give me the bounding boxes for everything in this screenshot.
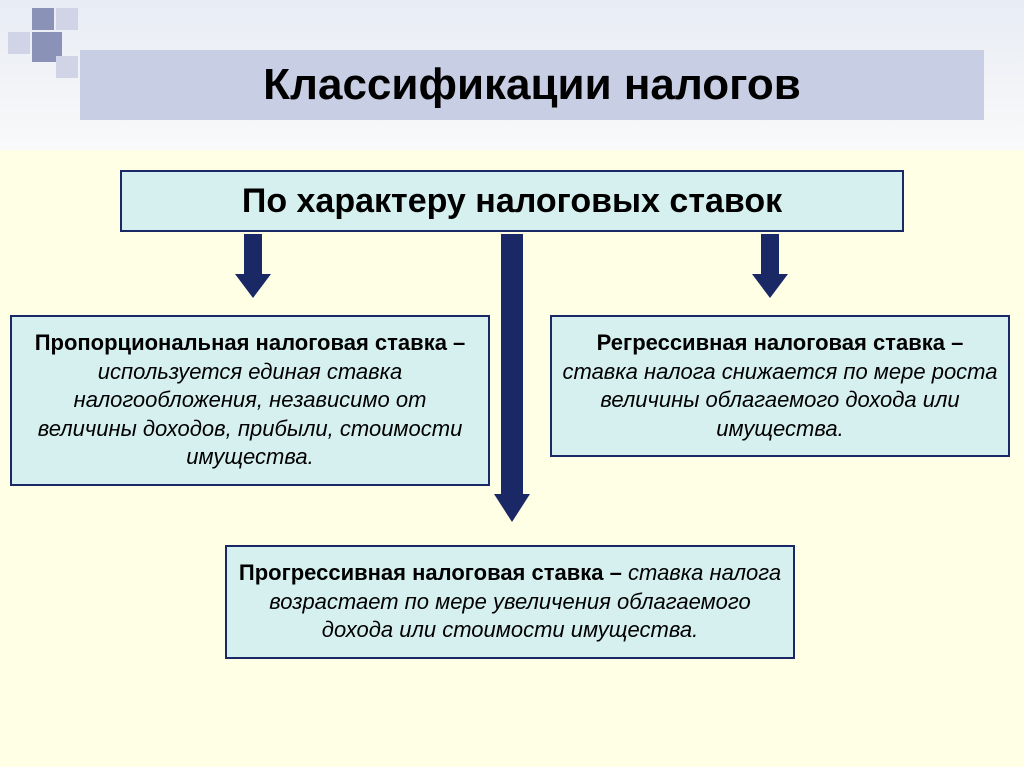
box-progressive-term: Прогрессивная налоговая ставка – xyxy=(239,560,628,585)
box-regressive: Регрессивная налоговая ставка – ставка н… xyxy=(550,315,1010,457)
box-proportional-term: Пропорциональная налоговая ставка – xyxy=(35,330,466,355)
subtitle-text: По характеру налоговых ставок xyxy=(242,182,782,221)
box-regressive-def: ставка налога снижается по мере роста ве… xyxy=(562,359,997,441)
page-title: Классификации налогов xyxy=(263,60,801,110)
title-bar: Классификации налогов xyxy=(80,50,984,120)
box-progressive: Прогрессивная налоговая ставка – ставка … xyxy=(225,545,795,659)
box-proportional: Пропорциональная налоговая ставка – испо… xyxy=(10,315,490,486)
box-regressive-term: Регрессивная налоговая ставка – xyxy=(597,330,964,355)
corner-decoration xyxy=(8,8,88,88)
subtitle-box: По характеру налоговых ставок xyxy=(120,170,904,232)
box-proportional-def: используется единая ставка налогообложен… xyxy=(38,359,463,470)
